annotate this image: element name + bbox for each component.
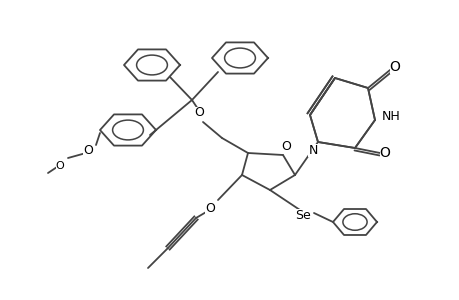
Text: NH: NH — [381, 110, 399, 124]
Text: O: O — [280, 140, 290, 152]
Text: O: O — [205, 202, 214, 214]
Text: O: O — [83, 143, 93, 157]
Text: N: N — [308, 143, 317, 157]
Text: O: O — [194, 106, 203, 119]
Text: O: O — [389, 60, 400, 74]
Text: O: O — [56, 161, 64, 171]
Text: O: O — [379, 146, 390, 160]
Text: Se: Se — [295, 209, 310, 223]
